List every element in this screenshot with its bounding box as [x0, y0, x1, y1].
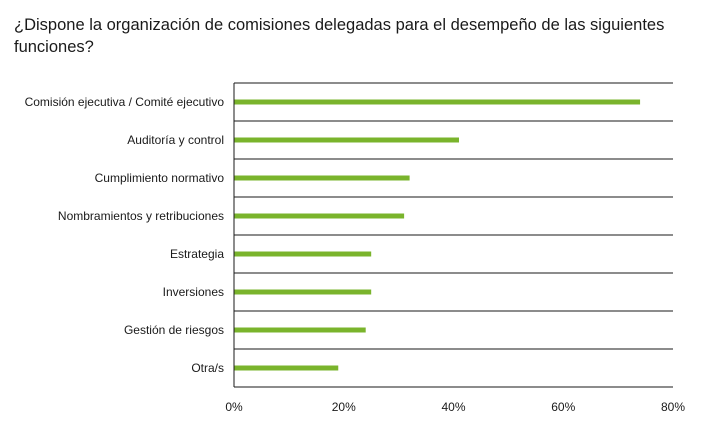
x-tick-label: 60%	[551, 400, 575, 414]
category-label: Gestión de riesgos	[124, 323, 224, 337]
bar	[234, 99, 641, 105]
bars	[234, 99, 641, 371]
chart-title: ¿Dispone la organización de comisiones d…	[14, 16, 665, 56]
x-axis-ticks: 0% 20% 40% 60% 80%	[225, 400, 685, 414]
bar	[234, 137, 459, 143]
x-tick-label: 40%	[441, 400, 465, 414]
grid-lines	[234, 82, 673, 388]
category-label: Cumplimiento normativo	[95, 171, 225, 185]
category-label: Inversiones	[163, 285, 224, 299]
category-label: Nombramientos y retribuciones	[58, 209, 224, 223]
bar	[234, 327, 366, 333]
bar	[234, 213, 405, 219]
x-tick-label: 0%	[225, 400, 243, 414]
category-label: Otra/s	[191, 361, 224, 375]
bar	[234, 289, 372, 295]
category-label: Auditoría y control	[127, 133, 224, 147]
x-tick-label: 80%	[661, 400, 685, 414]
x-tick-label: 20%	[332, 400, 356, 414]
category-labels: Comisión ejecutiva / Comité ejecutivo Aud…	[25, 95, 225, 375]
category-label: Comisión ejecutiva / Comité ejecutivo	[25, 95, 225, 109]
bar	[234, 175, 410, 181]
bar	[234, 365, 339, 371]
bar	[234, 251, 372, 257]
category-label: Estrategia	[170, 247, 224, 261]
